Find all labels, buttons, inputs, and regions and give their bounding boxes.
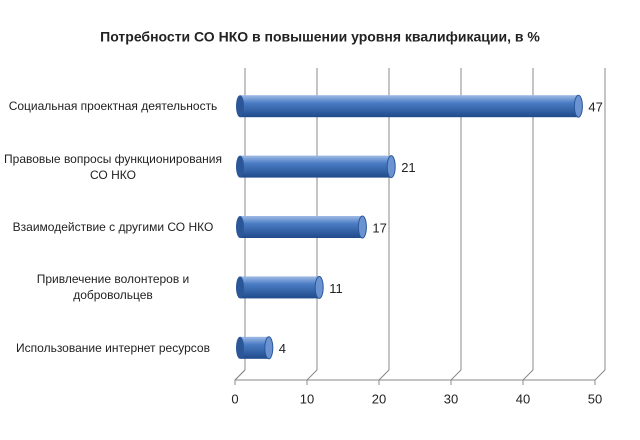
y-tick-label: Социальная проектная деятельность [8, 99, 218, 114]
bar-body [240, 216, 363, 238]
y-tick-label: Правовые вопросы функционирования СО НКО [4, 151, 222, 182]
y-tick-label-box: Социальная проектная деятельность [8, 99, 218, 114]
value-label: 17 [372, 220, 386, 235]
bar-base [236, 276, 244, 299]
x-tick-label: 10 [300, 391, 314, 406]
bar-cap [314, 275, 324, 299]
value-label: 21 [401, 160, 415, 175]
bar-cap [264, 336, 274, 360]
bar-body [240, 336, 269, 359]
chart-title: Потребности СО НКО в повышении уровня кв… [100, 29, 540, 45]
bar-cap [386, 155, 396, 179]
bar-base [236, 216, 244, 238]
value-label: 47 [588, 100, 602, 115]
bar-body [240, 95, 579, 118]
grid-floor [594, 369, 606, 381]
bar [236, 94, 583, 118]
x-tick-label: 20 [372, 391, 386, 406]
y-tick-label: Привлечение волонтеров и добровольцев [36, 272, 190, 303]
bar-base [236, 336, 244, 359]
x-tick-label: 30 [444, 391, 458, 406]
value-label: 11 [329, 281, 343, 296]
y-tick-label-box: Использование интернет ресурсов [16, 340, 210, 355]
y-tick-label-box: Правовые вопросы функционирования СО НКО [4, 151, 222, 182]
bar [236, 336, 274, 360]
grid-floor [378, 369, 390, 381]
y-tick-label-box: Взаимодействие с другими СО НКО [12, 220, 214, 234]
bar-cap [573, 94, 583, 118]
x-tick-label: 0 [231, 391, 238, 406]
bar-base [236, 95, 244, 118]
x-tick-label: 50 [588, 391, 602, 406]
bar [236, 155, 396, 179]
grid-floor [306, 369, 318, 381]
y-tick-label-box: Привлечение волонтеров и добровольцев [36, 272, 190, 303]
bar-base [236, 155, 244, 178]
grid-floor [234, 369, 246, 381]
grid-floor [450, 369, 462, 381]
bar-body [240, 155, 392, 178]
bar-body [240, 276, 320, 299]
y-tick-label: Использование интернет ресурсов [16, 340, 210, 355]
bar [236, 275, 324, 299]
value-label: 4 [279, 341, 286, 356]
y-tick-label: Взаимодействие с другими СО НКО [12, 220, 214, 234]
bar-cap [357, 215, 367, 239]
bar [236, 215, 367, 239]
grid-floor [522, 369, 534, 381]
x-tick-label: 40 [516, 391, 530, 406]
